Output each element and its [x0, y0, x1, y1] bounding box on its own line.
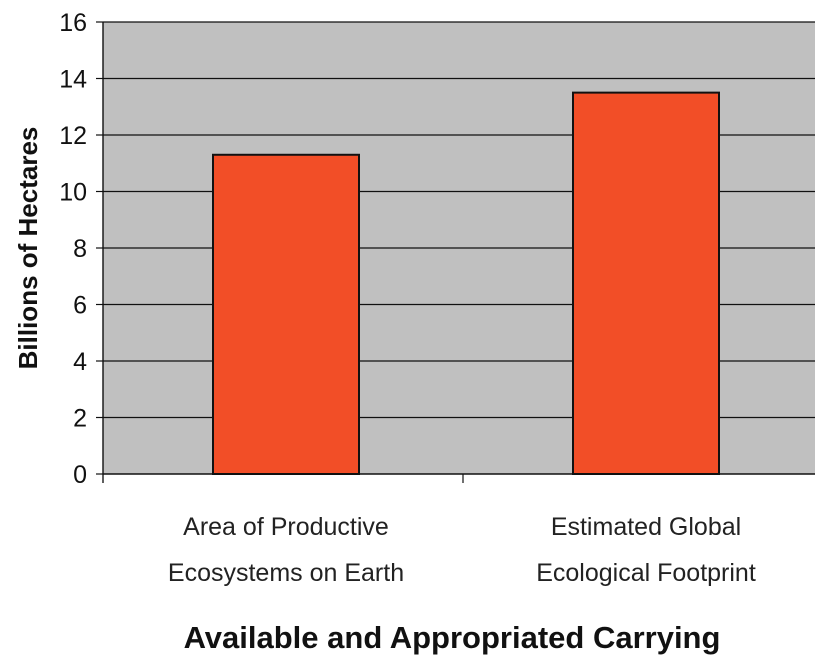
axes: [96, 21, 815, 483]
y-tick-label: 14: [59, 66, 87, 94]
y-tick-label: 12: [59, 122, 87, 150]
y-axis-title: Billions of Hectares: [13, 127, 43, 370]
bars: [212, 91, 720, 475]
y-tick-label: 16: [59, 9, 87, 37]
y-tick-label: 10: [59, 179, 87, 207]
x-category-label: Ecosystems on Earth: [168, 559, 404, 587]
x-category-label: Estimated Global: [551, 513, 741, 541]
x-axis-title: Available and Appropriated Carrying: [184, 620, 721, 655]
bar: [572, 91, 720, 475]
x-category-labels: Area of Productive Ecosystems on Earth Est…: [168, 513, 756, 587]
y-tick-label: 4: [73, 348, 87, 376]
bar: [212, 153, 360, 475]
y-tick-label: 0: [73, 461, 87, 489]
y-tick-label: 8: [73, 235, 87, 263]
y-tick-label: 2: [73, 405, 87, 433]
y-tick-labels: 0 2 4 6 8 10 12 14 16: [59, 9, 87, 489]
x-category-label: Ecological Footprint: [536, 559, 756, 587]
x-category-label: Area of Productive: [183, 513, 389, 541]
y-tick-label: 6: [73, 292, 87, 320]
